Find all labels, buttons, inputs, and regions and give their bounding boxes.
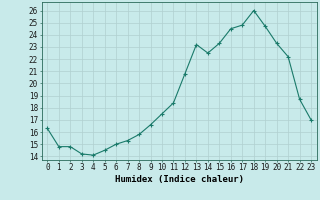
X-axis label: Humidex (Indice chaleur): Humidex (Indice chaleur) [115, 175, 244, 184]
